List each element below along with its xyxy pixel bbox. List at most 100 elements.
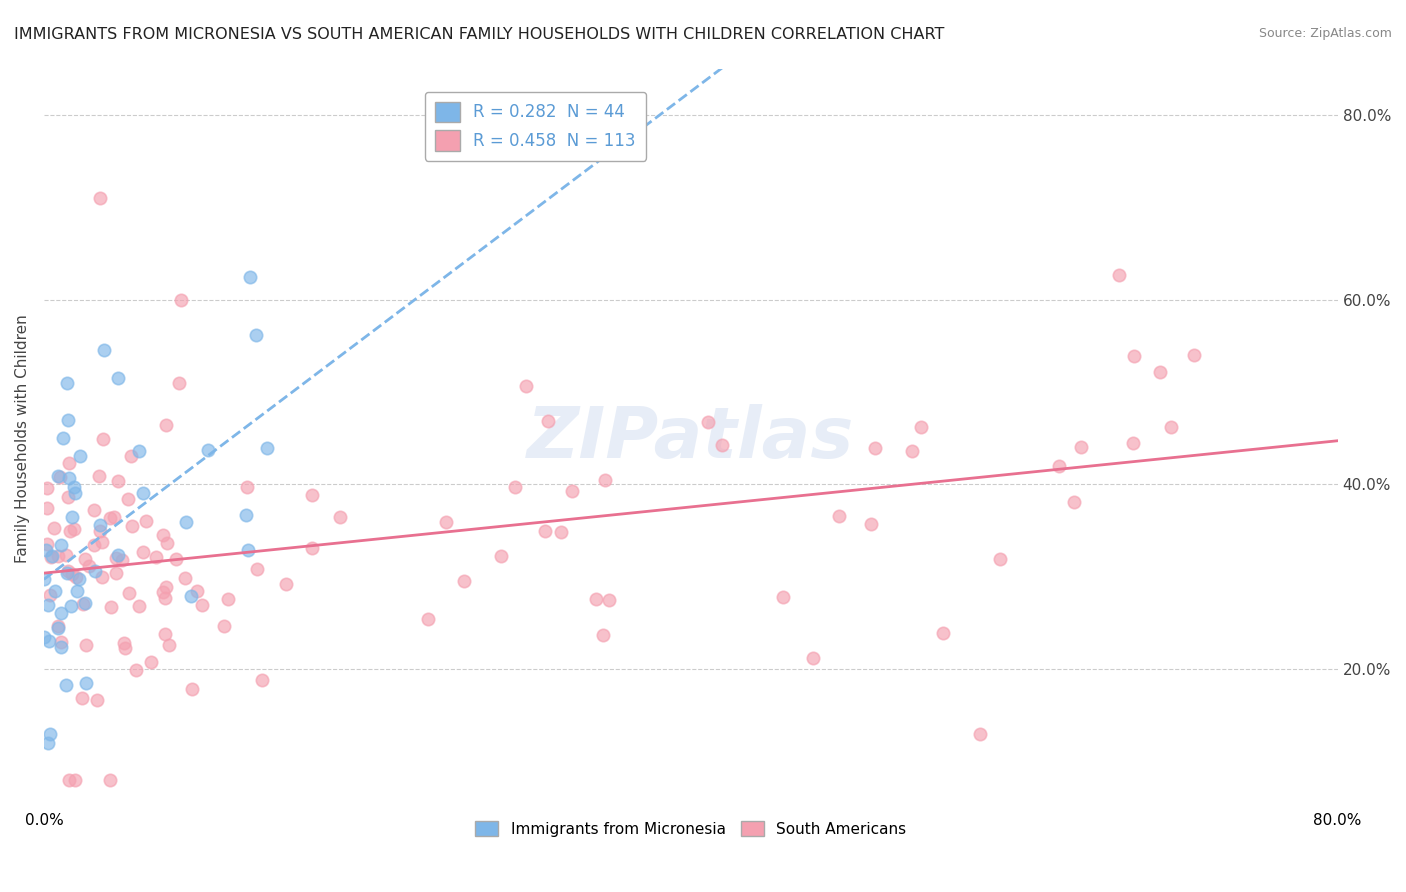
Point xyxy=(1063,495,1085,509)
Text: Source: ZipAtlas.com: Source: ZipAtlas.com xyxy=(1258,27,1392,40)
Point xyxy=(73,596,96,610)
Point xyxy=(107,474,129,488)
Point xyxy=(32,572,55,586)
Point xyxy=(153,627,176,641)
Point xyxy=(35,501,58,516)
Point xyxy=(489,549,512,564)
Point xyxy=(235,480,257,494)
Point xyxy=(301,488,323,502)
Point xyxy=(38,634,60,648)
Point xyxy=(828,508,851,523)
Point xyxy=(860,517,883,532)
Point xyxy=(132,486,155,500)
Point xyxy=(710,438,733,452)
Point xyxy=(256,441,278,455)
Point xyxy=(65,570,87,584)
Point xyxy=(69,449,91,463)
Point xyxy=(63,522,86,536)
Point xyxy=(246,562,269,576)
Point xyxy=(1122,435,1144,450)
Point xyxy=(42,521,65,535)
Point xyxy=(238,542,260,557)
Y-axis label: Family Households with Children: Family Households with Children xyxy=(15,314,30,563)
Point xyxy=(46,549,69,563)
Point xyxy=(83,503,105,517)
Point xyxy=(153,591,176,606)
Point xyxy=(117,491,139,506)
Point xyxy=(418,611,440,625)
Point xyxy=(67,572,90,586)
Point xyxy=(60,566,83,581)
Point xyxy=(49,640,72,655)
Point xyxy=(235,508,257,522)
Point xyxy=(503,480,526,494)
Point xyxy=(1160,419,1182,434)
Point xyxy=(72,690,94,705)
Point xyxy=(537,414,560,428)
Point xyxy=(434,515,457,529)
Point xyxy=(931,625,953,640)
Point xyxy=(38,588,60,602)
Point xyxy=(152,585,174,599)
Point xyxy=(139,655,162,669)
Point xyxy=(969,727,991,741)
Point xyxy=(186,583,208,598)
Point xyxy=(252,673,274,687)
Point xyxy=(157,638,180,652)
Point xyxy=(107,548,129,562)
Point xyxy=(89,191,111,205)
Point xyxy=(174,572,197,586)
Point xyxy=(910,420,932,434)
Point xyxy=(114,641,136,656)
Point xyxy=(56,376,79,390)
Point xyxy=(75,638,97,652)
Point xyxy=(60,510,83,524)
Point xyxy=(165,552,187,566)
Point xyxy=(1122,349,1144,363)
Point xyxy=(156,536,179,550)
Point xyxy=(35,537,58,551)
Point xyxy=(72,597,94,611)
Point xyxy=(56,566,79,580)
Point xyxy=(58,471,80,485)
Point xyxy=(35,482,58,496)
Point xyxy=(111,553,134,567)
Point xyxy=(58,772,80,787)
Point xyxy=(515,378,537,392)
Point xyxy=(863,441,886,455)
Point xyxy=(167,376,190,390)
Point xyxy=(595,474,617,488)
Point xyxy=(63,485,86,500)
Point xyxy=(91,432,114,446)
Point xyxy=(180,589,202,603)
Point xyxy=(598,593,620,607)
Point xyxy=(301,541,323,555)
Point xyxy=(52,431,75,445)
Point xyxy=(58,412,80,426)
Point xyxy=(37,598,59,612)
Point xyxy=(58,456,80,470)
Point xyxy=(87,469,110,483)
Point xyxy=(772,591,794,605)
Point xyxy=(197,443,219,458)
Point xyxy=(60,599,83,613)
Point xyxy=(1182,348,1205,362)
Point xyxy=(77,558,100,573)
Point xyxy=(696,416,718,430)
Point xyxy=(51,538,73,552)
Point xyxy=(63,772,86,787)
Point xyxy=(585,591,607,606)
Point xyxy=(212,618,235,632)
Point xyxy=(125,663,148,677)
Point xyxy=(66,583,89,598)
Point xyxy=(1149,365,1171,379)
Point xyxy=(1108,268,1130,282)
Point xyxy=(112,636,135,650)
Text: IMMIGRANTS FROM MICRONESIA VS SOUTH AMERICAN FAMILY HOUSEHOLDS WITH CHILDREN COR: IMMIGRANTS FROM MICRONESIA VS SOUTH AMER… xyxy=(14,27,945,42)
Point xyxy=(239,270,262,285)
Point xyxy=(190,599,212,613)
Point xyxy=(174,515,197,529)
Point xyxy=(135,514,157,528)
Point xyxy=(274,576,297,591)
Point xyxy=(39,550,62,565)
